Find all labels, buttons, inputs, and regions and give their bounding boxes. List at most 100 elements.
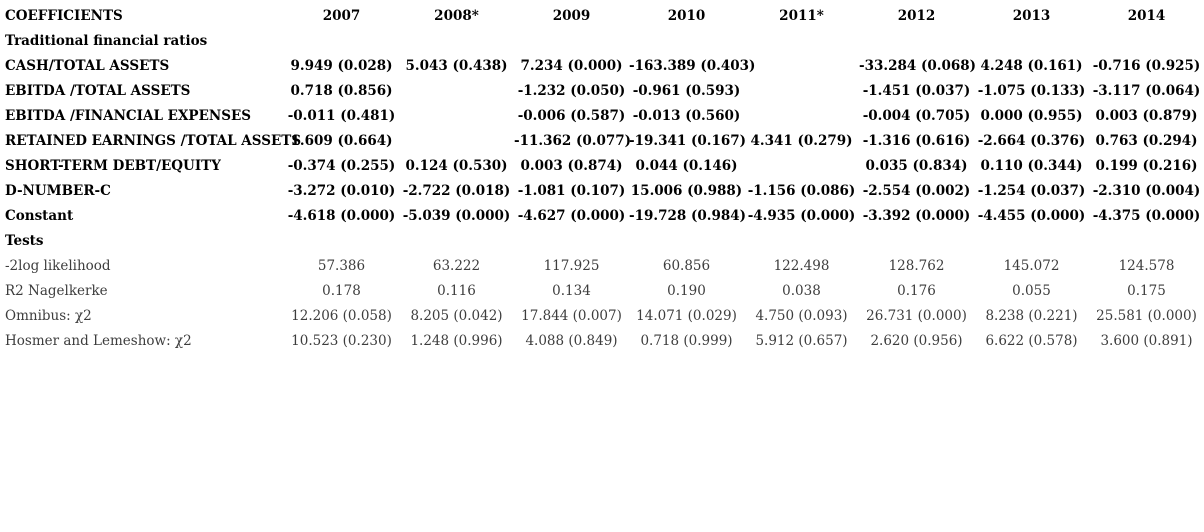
table-row: Constant -4.618 (0.000) -5.039 (0.000) -4.6… [0,204,1204,229]
cell-value [399,79,514,104]
cell-value: 4.750 (0.093) [755,308,848,324]
cell-value: 4.341 (0.279) [750,133,853,149]
cell-value: 26.731 (0.000) [866,308,967,324]
section-header-row: Traditional financial ratios [0,29,1204,54]
header-row: COEFFICIENTS 2007 2008* 2009 2010 2011* 2012 2… [0,4,1204,29]
cell-value: 0.176 [897,283,936,299]
cell-value: 128.762 [888,258,945,274]
column-header-year: 2011* [779,8,824,24]
cell-value: -2.722 (0.018) [402,183,511,199]
cell-value: 0.003 (0.874) [520,158,623,174]
cell-value: 57.386 [317,258,366,274]
row-label: EBITDA /TOTAL ASSETS [5,83,191,99]
cell-value: 122.498 [773,258,830,274]
coefficients-table: COEFFICIENTS 2007 2008* 2009 2010 2011* 2012 2… [0,4,1204,354]
table-row: D-NUMBER-C -3.272 (0.010) -2.722 (0.018) -1… [0,179,1204,204]
cell-value: 5.043 (0.438) [405,58,508,74]
cell-value: -5.039 (0.000) [402,208,511,224]
cell-value: -163.389 (0.403) [629,58,756,74]
cell-value [744,54,859,79]
table-row: Hosmer and Lemeshow: χ2 10.523 (0.230) 1.2… [0,329,1204,354]
cell-value [399,129,514,154]
cell-value: -1.081 (0.107) [517,183,626,199]
column-header-year: 2008* [434,8,479,24]
cell-value: 14.071 (0.029) [636,308,737,324]
cell-value: 0.055 [1012,283,1051,299]
column-header-year: 2009 [552,8,591,24]
cell-value: 0.178 [322,283,361,299]
row-label: RETAINED EARNINGS /TOTAL ASSETS [5,133,302,149]
column-header-year: 2010 [667,8,706,24]
cell-value: 2.620 (0.956) [870,333,963,349]
column-header-year: 2007 [322,8,361,24]
row-label: Hosmer and Lemeshow: χ2 [5,333,192,349]
cell-value: 12.206 (0.058) [291,308,392,324]
cell-value [744,79,859,104]
cell-value: -0.011 (0.481) [287,108,396,124]
cell-value [744,154,859,179]
cell-value: 0.035 (0.834) [865,158,968,174]
cell-value: -2.310 (0.004) [1092,183,1201,199]
column-header-coefficients: COEFFICIENTS [5,8,123,24]
cell-value: 9.949 (0.028) [290,58,393,74]
cell-value: 0.199 (0.216) [1095,158,1198,174]
cell-value: 0.003 (0.879) [1095,108,1198,124]
cell-value: 0.000 (0.955) [980,108,1083,124]
table-body: Traditional financial ratios CASH/TOTAL A… [0,29,1204,354]
column-header-year: 2014 [1127,8,1166,24]
cell-value: -19.341 (0.167) [629,133,747,149]
cell-value: 15.006 (0.988) [630,183,743,199]
section-title: Traditional financial ratios [5,33,208,49]
cell-value: -0.374 (0.255) [287,158,396,174]
cell-value: -0.006 (0.587) [517,108,626,124]
cell-value: 0.190 [667,283,706,299]
cell-value: 145.072 [1003,258,1060,274]
cell-value: 0.175 [1127,283,1166,299]
table-row: R2 Nagelkerke 0.178 0.116 0.134 0.190 0.038 0.… [0,279,1204,304]
cell-value: -2.664 (0.376) [977,133,1086,149]
cell-value: 7.234 (0.000) [520,58,623,74]
cell-value: -1.156 (0.086) [747,183,856,199]
cell-value: -0.961 (0.593) [632,83,741,99]
row-label: SHORT-TERM DEBT/EQUITY [5,158,221,174]
cell-value: -2.554 (0.002) [862,183,971,199]
cell-value: 6.622 (0.578) [985,333,1078,349]
cell-value: 124.578 [1118,258,1175,274]
table-row: EBITDA /FINANCIAL EXPENSES -0.011 (0.481)… [0,104,1204,129]
row-label: D-NUMBER-C [5,183,111,199]
table-row: RETAINED EARNINGS /TOTAL ASSETS 1.609 (0.… [0,129,1204,154]
table-row: -2log likelihood 57.386 63.222 117.925 60.85… [0,254,1204,279]
cell-value: 0.124 (0.530) [405,158,508,174]
cell-value: -19.728 (0.984) [629,208,747,224]
row-label: EBITDA /FINANCIAL EXPENSES [5,108,251,124]
cell-value [744,104,859,129]
column-header-year: 2012 [897,8,936,24]
cell-value [399,104,514,129]
cell-value: 0.763 (0.294) [1095,133,1198,149]
cell-value: 4.088 (0.849) [525,333,618,349]
cell-value: 10.523 (0.230) [291,333,392,349]
cell-value: -0.716 (0.925) [1092,58,1201,74]
cell-value: 63.222 [432,258,481,274]
cell-value: -4.627 (0.000) [517,208,626,224]
cell-value: -1.232 (0.050) [517,83,626,99]
cell-value: -3.117 (0.064) [1092,83,1201,99]
row-label: R2 Nagelkerke [5,283,108,299]
cell-value: -4.375 (0.000) [1092,208,1201,224]
cell-value: -1.254 (0.037) [977,183,1086,199]
cell-value: -4.935 (0.000) [747,208,856,224]
cell-value: -3.392 (0.000) [862,208,971,224]
cell-value: 0.718 (0.856) [290,83,393,99]
cell-value: -4.618 (0.000) [287,208,396,224]
cell-value: 117.925 [543,258,600,274]
cell-value: -4.455 (0.000) [977,208,1086,224]
row-label: -2log likelihood [5,258,111,274]
table-row: SHORT-TERM DEBT/EQUITY -0.374 (0.255) 0.12… [0,154,1204,179]
cell-value: 0.038 [782,283,821,299]
cell-value: 1.609 (0.664) [290,133,393,149]
row-label: Constant [5,208,74,224]
cell-value: -11.362 (0.077) [514,133,632,149]
cell-value: 0.110 (0.344) [980,158,1083,174]
table-row: EBITDA /TOTAL ASSETS 0.718 (0.856) -1.232 … [0,79,1204,104]
row-label: Omnibus: χ2 [5,308,92,324]
